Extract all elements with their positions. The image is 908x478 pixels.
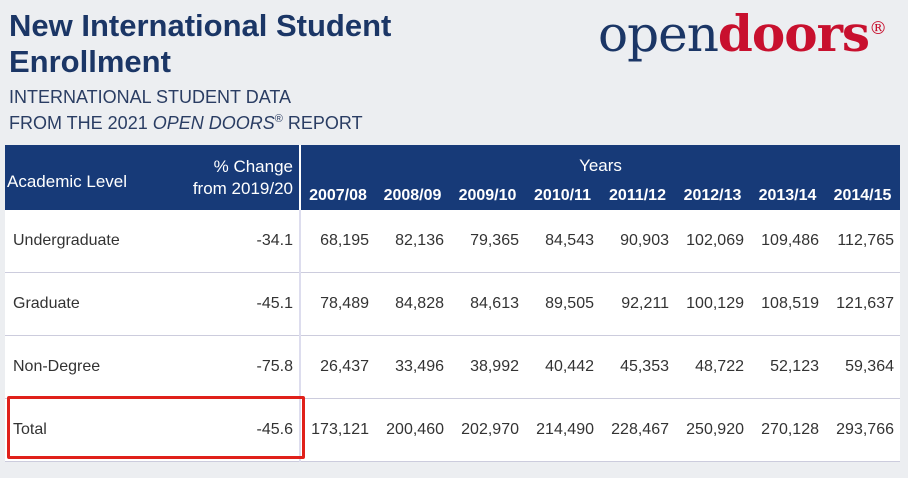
year-header: 2008/09 [375, 182, 450, 210]
table-cell: 38,992 [450, 335, 525, 399]
table-cell: 79,365 [450, 210, 525, 273]
year-header: 2013/14 [750, 182, 825, 210]
table-cell: 108,519 [750, 272, 825, 336]
table-cell: 84,613 [450, 272, 525, 336]
table-cell: 214,490 [525, 398, 600, 462]
table-cell: 84,828 [375, 272, 450, 336]
subtitle: INTERNATIONAL STUDENT DATA [9, 87, 292, 107]
table-cell: -45.6 [175, 398, 301, 462]
subtitle: FROM THE 2021 OPEN DOORS® REPORT [9, 113, 363, 134]
table-cell: -75.8 [175, 335, 301, 399]
table-cell: 48,722 [675, 335, 750, 399]
table-cell: 92,211 [600, 272, 675, 336]
table-cell: -34.1 [175, 210, 301, 273]
table-cell: 228,467 [600, 398, 675, 462]
table-cell: 68,195 [300, 210, 375, 273]
table-cell: 52,123 [750, 335, 825, 399]
year-header: 2009/10 [450, 182, 525, 210]
year-header: 2012/13 [675, 182, 750, 210]
header-cell: % Change from 2019/20 [175, 145, 300, 210]
table-cell: 102,069 [675, 210, 750, 273]
title: New International Student Enrollment [9, 8, 392, 79]
table-cell: 121,637 [825, 272, 900, 336]
table-cell: 109,486 [750, 210, 825, 273]
table-cell: Non-Degree [5, 335, 175, 399]
subtitle-italic: OPEN DOORS [152, 113, 275, 133]
header-line: % Change [213, 156, 293, 176]
table-cell: 90,903 [600, 210, 675, 273]
header-line: from 2019/20 [192, 178, 293, 198]
year-header: 2007/08 [299, 182, 375, 210]
table-row: Non-Degree -75.8 26,437 33,496 38,992 40,442 4… [5, 335, 900, 399]
table-cell: 82,136 [375, 210, 450, 273]
table-row: Graduate -45.1 78,489 84,828 84,613 89,505 92,… [5, 272, 900, 336]
registered-mark: ® [274, 113, 283, 125]
subtitle-text: FROM THE 2021 [9, 113, 148, 133]
table-cell: 202,970 [450, 398, 525, 462]
table-cell: 45,353 [600, 335, 675, 399]
logo: opendoors® [598, 4, 887, 63]
table-row: Total -45.6 173,121 200,460 202,970 214,490 22… [5, 398, 900, 462]
year-header: 2014/15 [825, 182, 900, 210]
table-cell: 250,920 [675, 398, 750, 462]
table-cell: 200,460 [375, 398, 450, 462]
header-cell: Academic Level [5, 145, 175, 210]
table-cell: 40,442 [525, 335, 600, 399]
subtitle-text: REPORT [287, 113, 363, 133]
table-cell: 84,543 [525, 210, 600, 273]
table-cell: Graduate [5, 272, 175, 336]
header-cell: Years [299, 145, 900, 182]
table-cell: Total [5, 398, 175, 462]
table-cell: 78,489 [300, 272, 375, 336]
table-row: Undergraduate -34.1 68,195 82,136 79,365 84,5… [5, 210, 900, 273]
table-cell: 26,437 [300, 335, 375, 399]
enrollment-table: Academic Level % Change from 2019/20 Year… [5, 145, 900, 462]
logo-text: doors [717, 4, 870, 63]
table-cell: -45.1 [175, 272, 301, 336]
year-header: 2010/11 [525, 182, 600, 210]
year-header: 2011/12 [600, 182, 675, 210]
highlight-box [7, 396, 305, 459]
table-cell: 59,364 [825, 335, 900, 399]
table-cell: 33,496 [375, 335, 450, 399]
table-cell: 293,766 [825, 398, 900, 462]
table-cell: 89,505 [525, 272, 600, 336]
table-cell: 173,121 [300, 398, 375, 462]
table-cell: Undergraduate [5, 210, 175, 273]
table-cell: 270,128 [750, 398, 825, 462]
table-cell: 112,765 [825, 210, 900, 273]
logo-text: open [598, 5, 719, 63]
table-cell: 100,129 [675, 272, 750, 336]
registered-mark: ® [869, 18, 887, 39]
